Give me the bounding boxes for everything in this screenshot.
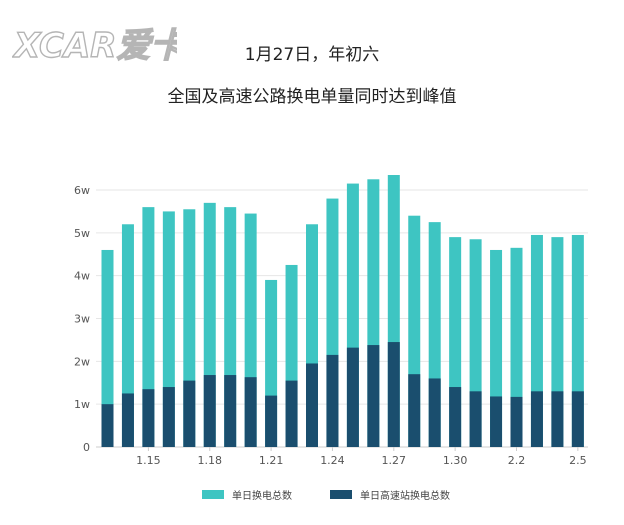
chart-title: 1月27日，年初六 xyxy=(244,45,380,65)
bar-highway xyxy=(428,378,441,447)
bar-highway xyxy=(346,347,359,447)
legend-label-highway: 单日高速站换电总数 xyxy=(360,491,450,502)
bar-highway xyxy=(285,380,298,447)
bar-highway xyxy=(571,391,584,447)
bar-highway xyxy=(387,342,400,447)
x-tick-label: 1.15 xyxy=(136,454,161,467)
y-axis: 0 1w 2w 3w 4w 5w 6w xyxy=(74,184,90,454)
bar-total xyxy=(142,207,155,447)
logo-text: XCAR爱卡 xyxy=(12,26,177,66)
xcar-logo: XCAR爱卡 xyxy=(12,25,177,66)
y-tick-label: 5w xyxy=(74,227,90,240)
bar-highway xyxy=(469,391,482,447)
bar-highway xyxy=(183,380,196,447)
x-tick-label: 1.21 xyxy=(259,454,284,467)
bars xyxy=(101,175,584,447)
legend-swatch-highway xyxy=(330,490,352,499)
y-tick-label: 1w xyxy=(74,398,90,411)
legend: 单日换电总数 单日高速站换电总数 xyxy=(0,487,624,503)
bar-highway xyxy=(408,374,421,447)
x-tick-label: 1.24 xyxy=(320,454,345,467)
bar-highway xyxy=(551,391,564,447)
y-tick-label: 6w xyxy=(74,184,90,197)
y-tick-label: 2w xyxy=(74,355,90,368)
bar-highway xyxy=(530,391,543,447)
bar-total xyxy=(101,249,114,447)
grid-lines xyxy=(96,189,588,448)
bar-highway xyxy=(490,396,503,447)
bar-highway xyxy=(510,396,523,447)
bar-highway xyxy=(449,387,462,447)
x-axis: 1.15 1.18 1.21 1.24 1.27 1.30 2.2 2.5 xyxy=(136,447,587,467)
x-tick-label: 1.27 xyxy=(382,454,407,467)
bar-highway xyxy=(265,395,278,447)
bar-highway xyxy=(121,393,134,447)
bar-highway xyxy=(244,377,257,447)
bar-highway xyxy=(224,375,237,447)
bar-highway xyxy=(142,389,155,447)
bar-highway xyxy=(203,375,216,447)
x-tick-label: 1.18 xyxy=(198,454,223,467)
legend-item-total: 单日换电总数 xyxy=(202,487,292,502)
bar-highway xyxy=(101,404,114,447)
legend-label-total: 单日换电总数 xyxy=(232,491,292,502)
chart-subtitle: 全国及高速公路换电单量同时达到峰值 xyxy=(167,87,457,107)
legend-swatch-total xyxy=(202,490,224,499)
bar-total xyxy=(121,224,134,447)
x-tick-label: 1.30 xyxy=(443,454,468,467)
y-tick-label: 4w xyxy=(74,270,90,283)
x-tick-label: 2.2 xyxy=(508,454,526,467)
y-tick-label: 0 xyxy=(83,441,90,454)
bar-highway xyxy=(306,363,318,447)
x-tick-label: 2.5 xyxy=(569,454,587,467)
y-tick-label: 3w xyxy=(74,313,90,326)
bar-highway xyxy=(326,354,339,447)
legend-item-highway: 单日高速站换电总数 xyxy=(330,487,450,502)
bar-highway xyxy=(162,387,175,447)
bar-highway xyxy=(367,345,380,447)
